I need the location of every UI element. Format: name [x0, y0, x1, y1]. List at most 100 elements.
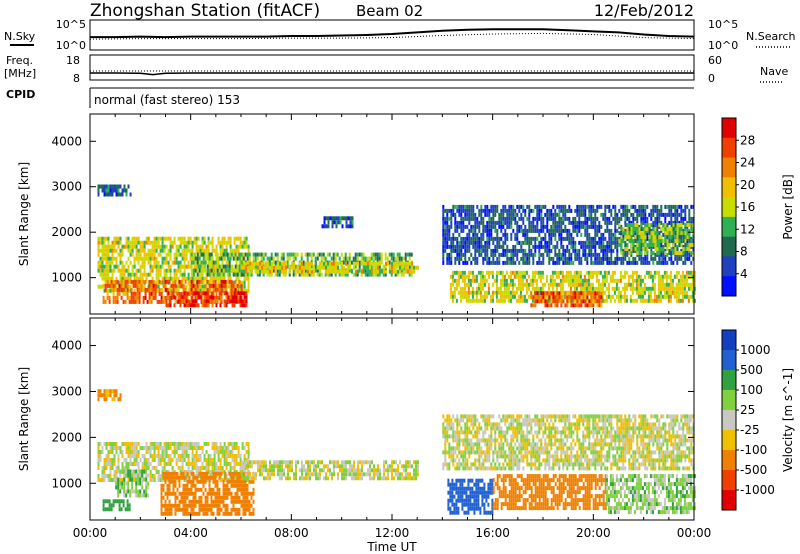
cell: [652, 251, 655, 256]
cell: [229, 442, 232, 446]
cell: [456, 252, 459, 257]
cell: [147, 240, 150, 245]
cell: [253, 261, 255, 266]
cell: [245, 236, 248, 241]
cell: [674, 208, 677, 213]
cell: [622, 208, 625, 213]
cell: [305, 265, 307, 270]
cell: [223, 478, 226, 482]
cell: [631, 290, 634, 295]
cell: [524, 260, 527, 265]
cell: [460, 212, 463, 217]
y-tick-label: 3000: [51, 180, 82, 194]
cell: [561, 278, 564, 283]
cell: [590, 224, 593, 229]
nsky-series: [90, 28, 695, 39]
cell: [117, 236, 120, 241]
cell: [255, 269, 257, 274]
cell: [480, 236, 483, 241]
cell: [546, 216, 549, 221]
cell: [373, 265, 375, 270]
cell: [670, 235, 673, 240]
cell: [610, 212, 613, 217]
cell: [453, 278, 456, 283]
cell: [636, 260, 639, 265]
cell: [498, 224, 501, 229]
freq-series: [90, 72, 694, 76]
cell: [622, 227, 625, 232]
cell: [155, 260, 158, 265]
cell: [610, 248, 613, 253]
cell: [246, 268, 249, 273]
cell: [512, 228, 515, 233]
cell: [481, 274, 484, 279]
cell: [651, 274, 654, 279]
cell: [564, 216, 567, 221]
cell: [121, 264, 124, 269]
cell: [573, 298, 576, 303]
cell: [119, 240, 122, 245]
cell: [97, 268, 100, 273]
cell: [233, 442, 236, 446]
cell: [113, 478, 116, 482]
cell: [582, 204, 585, 209]
plot-title: Zhongshan Station (fitACF): [90, 1, 320, 21]
cell: [677, 294, 680, 299]
cell: [608, 260, 611, 265]
cell: [103, 272, 106, 277]
cell: [484, 204, 487, 209]
cell: [636, 212, 639, 217]
cell: [650, 235, 653, 240]
cell: [138, 291, 141, 296]
cell: [496, 220, 499, 225]
cell: [691, 298, 694, 303]
cell: [632, 204, 635, 209]
cell: [656, 260, 659, 265]
cell: [502, 232, 505, 237]
cell: [644, 223, 647, 228]
cell: [219, 303, 222, 308]
cell: [211, 295, 214, 300]
cell: [491, 282, 494, 287]
cell: [507, 286, 510, 291]
cell: [690, 220, 693, 225]
cell: [484, 224, 487, 229]
cell: [442, 204, 445, 209]
cell: [498, 252, 501, 257]
cell: [635, 290, 638, 295]
cell: [211, 462, 214, 466]
cell: [320, 252, 323, 257]
cell: [294, 252, 297, 257]
cell: [235, 236, 238, 241]
cell: [587, 270, 590, 275]
colorbar-tick-label: 4: [740, 267, 748, 281]
cell: [454, 236, 457, 241]
cell: [353, 265, 355, 270]
cell: [197, 295, 200, 300]
cell: [510, 224, 513, 229]
cell: [143, 252, 146, 257]
cell: [148, 287, 151, 292]
cell: [602, 248, 605, 253]
cell: [663, 294, 666, 299]
cell: [546, 291, 549, 296]
cell: [592, 224, 595, 229]
cell: [220, 287, 223, 292]
cell: [113, 256, 116, 261]
cell: [149, 272, 152, 277]
cell: [325, 269, 327, 274]
cell: [224, 252, 227, 257]
cell: [588, 291, 591, 296]
cell: [604, 220, 607, 225]
cell: [378, 264, 381, 269]
cell: [474, 220, 477, 225]
cell: [215, 442, 218, 446]
cell: [266, 264, 269, 269]
cell: [142, 299, 145, 304]
cell: [389, 269, 391, 274]
cell: [522, 240, 525, 245]
cell: [304, 268, 307, 273]
cell: [523, 298, 526, 303]
cell: [610, 244, 613, 249]
cell: [603, 274, 606, 279]
